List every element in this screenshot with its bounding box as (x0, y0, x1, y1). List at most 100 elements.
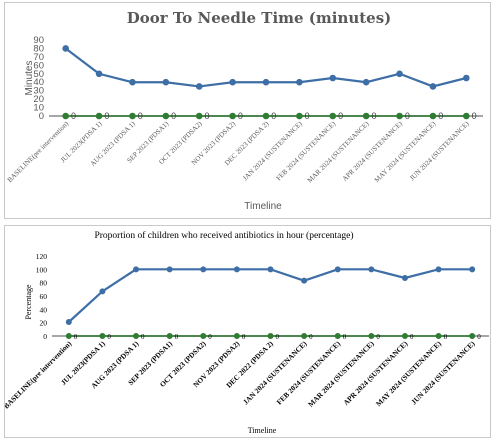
chart-2-zero-data-label: 0 (343, 333, 347, 341)
chart-1-data-point (229, 78, 236, 86)
chart-1-zero-point (429, 112, 437, 120)
chart-2-zero-point (301, 333, 308, 339)
chart-1-zero-point (296, 112, 303, 120)
chart-2-data-point (200, 266, 207, 273)
chart-2-data-point (435, 266, 442, 273)
chart-2-zero-point (469, 333, 476, 339)
chart-1-category-label: JAN 2024 (SUSTENANCE) (241, 119, 304, 182)
chart-1-zero-data-label: 0 (71, 111, 76, 121)
chart-1-zero-point (262, 112, 270, 120)
chart-2-zero-point (166, 333, 173, 339)
chart-1-data-point (195, 83, 203, 90)
chart-2-data-point (233, 266, 240, 273)
chart-2-zero-point (334, 333, 341, 339)
chart-2-zero-point (200, 333, 207, 339)
chart-1-zero-point (362, 112, 370, 120)
chart-1-zero-data-label: 0 (371, 111, 376, 121)
chart-2-zero-data-label: 0 (477, 333, 481, 341)
chart-2-zero-point (133, 333, 140, 339)
chart-1-xlabel: Timeline (244, 201, 282, 212)
chart-1-category-label: MAY 2024 (SUSTENANCE) (373, 119, 438, 184)
chart-1-category-label: FEB 2024 (SUSTENANCE) (275, 119, 338, 182)
chart-2-zero-data-label: 0 (444, 333, 448, 341)
chart-1-data-point (262, 78, 270, 86)
chart-1-data-point (329, 74, 337, 82)
chart-1-zero-point (162, 112, 170, 120)
chart-2-data-point (65, 319, 72, 325)
chart-1-data-point (362, 78, 370, 86)
chart-1-zero-point (463, 112, 470, 120)
chart-1-ytick-label: 80 (33, 43, 44, 54)
chart-1-data-point (429, 83, 437, 90)
chart-2-zero-point (401, 333, 408, 339)
chart-1-data-point (62, 45, 69, 52)
chart-2-ytick-label: 100 (36, 265, 48, 274)
chart-2-zero-data-label: 0 (74, 333, 78, 341)
chart-2-category-label: FEB 2024 (SUSTENANCE) (275, 339, 343, 407)
chart-2-zero-data-label: 0 (309, 333, 313, 341)
chart-2-data-point (166, 266, 173, 273)
chart-2-ytick-label: 60 (40, 292, 48, 301)
chart-2-category-label: APR 2024 (SUSTENANCE) (341, 339, 409, 407)
chart-2-zero-data-label: 0 (276, 333, 280, 341)
chart-1-zero-point (62, 112, 69, 120)
chart-1-svg: Door To Needle Time (minutes) Timeline M… (6, 9, 483, 212)
chart-1-ylabel: Minutes (24, 60, 35, 95)
chart-1-ytick-label: 40 (33, 77, 44, 88)
chart-2-data-point (469, 266, 476, 273)
chart-2-category-label: MAY 2024 (SUSTENANCE) (374, 339, 443, 408)
chart-1-zero-point (229, 112, 236, 120)
chart-1-ytick-label: 60 (33, 60, 44, 71)
chart-2-category-label: MAR 2024 (SUSTENANCE) (306, 339, 376, 409)
chart-1-zero-point (129, 112, 136, 120)
chart-1-zero-point (95, 112, 103, 120)
chart-1-zero-point (329, 112, 337, 120)
chart-1-category-label: APR 2024 (SUSTENANCE) (341, 119, 405, 183)
chart-2-zero-data-label: 0 (376, 333, 380, 341)
chart-2-zero-data-label: 0 (141, 333, 145, 341)
chart-2-zero-point (368, 333, 375, 339)
chart-2-ytick-label: 20 (40, 319, 48, 328)
chart-1-zero-data-label: 0 (238, 111, 243, 121)
chart-2-ylabel: Percentage (24, 284, 33, 320)
chart-1-zero-data-label: 0 (171, 111, 176, 121)
chart-door-to-needle: Door To Needle Time (minutes) Timeline M… (4, 2, 491, 219)
chart-1-data-point (296, 78, 303, 86)
chart-2-zero-data-label: 0 (242, 333, 246, 341)
chart-antibiotics-percentage: Proportion of children who received anti… (4, 225, 491, 438)
chart-2-zero-data-label: 0 (410, 333, 414, 341)
chart-2-series-line (68, 268, 473, 323)
chart-1-zero-data-label: 0 (104, 111, 109, 121)
chart-2-zero-point (99, 333, 106, 339)
chart-2-ytick-label: 0 (43, 332, 47, 341)
chart-2-ytick-label: 80 (40, 279, 48, 288)
chart-2-zero-point (267, 333, 274, 339)
chart-2-zero-data-label: 0 (107, 333, 111, 341)
chart-2-data-point (99, 288, 106, 295)
chart-1-zero-point (195, 112, 203, 120)
chart-1-ytick-label: 30 (33, 86, 44, 97)
chart-1-zero-point (396, 112, 403, 120)
chart-2-data-point (133, 266, 140, 273)
chart-1-zero-data-label: 0 (472, 111, 477, 121)
chart-2-zero-point (65, 333, 72, 339)
chart-2-svg: Proportion of children who received anti… (5, 230, 489, 435)
chart-1-title: Door To Needle Time (minutes) (127, 9, 392, 27)
chart-1-ytick-label: 90 (33, 35, 44, 46)
chart-1-data-point (162, 78, 170, 86)
chart-2-zero-data-label: 0 (175, 333, 179, 341)
chart-2-ytick-label: 120 (36, 252, 48, 261)
chart-1-category-label: JUN 2024 (SUSTENANCE) (408, 119, 471, 182)
chart-1-ytick-label: 20 (33, 94, 44, 105)
chart-2-category-label: JAN 2024 (SUSTENANCE) (241, 339, 309, 407)
chart-1-data-point (463, 74, 470, 82)
chart-1-zero-data-label: 0 (405, 111, 410, 121)
chart-2-zero-data-label: 0 (208, 333, 212, 341)
chart-2-title: Proportion of children who received anti… (94, 230, 353, 241)
chart-1-category-label: MAR 2024 (SUSTENANCE) (306, 119, 371, 184)
chart-1-zero-data-label: 0 (438, 111, 443, 121)
chart-2-zero-point (435, 333, 442, 339)
chart-2-data-point (267, 266, 274, 273)
chart-1-ytick-label: 50 (33, 69, 44, 80)
chart-2-xlabel: Timeline (248, 426, 277, 435)
